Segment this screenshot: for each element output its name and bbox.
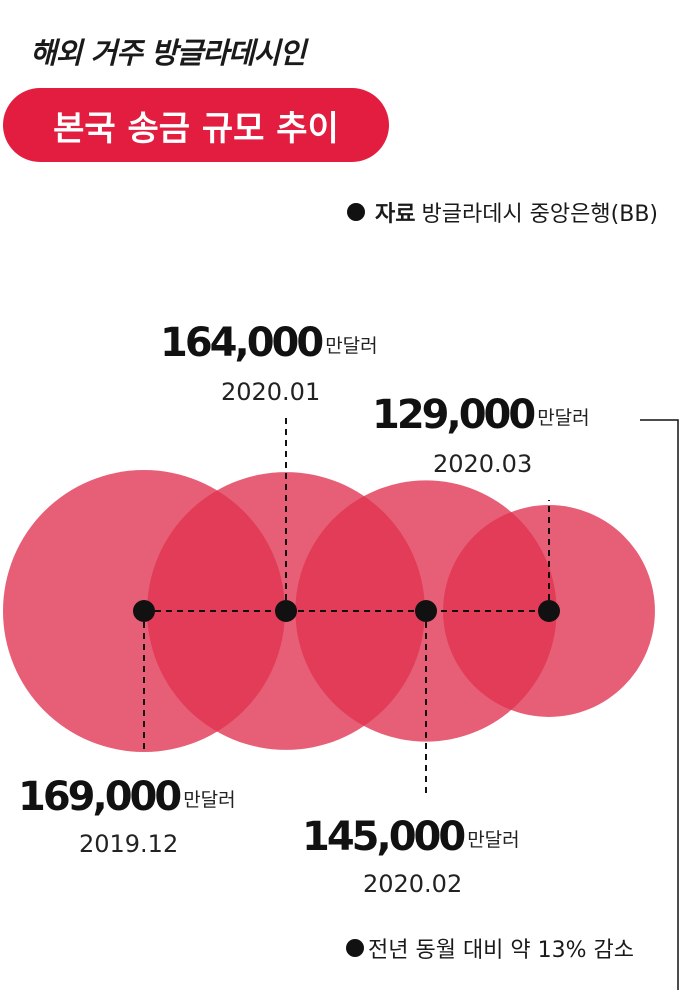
unit-label: 만달러 [183, 789, 235, 811]
data-point [538, 600, 560, 622]
unit-label: 만달러 [537, 407, 589, 429]
footnote: 전년 동월 대비 약 13% 감소 [346, 932, 634, 964]
guide-layer [133, 418, 679, 990]
date-label: 2020.03 [433, 450, 532, 478]
data-point [133, 600, 155, 622]
chart-subtitle: 해외 거주 방글라데시인 [30, 36, 306, 70]
value-label: 169,000 [18, 774, 180, 820]
data-point [415, 600, 437, 622]
bracket-line [640, 419, 679, 990]
value-label: 129,000 [372, 392, 534, 438]
data-point [275, 600, 297, 622]
unit-label: 만달러 [467, 829, 519, 851]
unit-label: 만달러 [325, 335, 377, 357]
source-line: 자료 방글라데시 중앙은행(BB) [347, 196, 658, 228]
source-text: 방글라데시 중앙은행(BB) [421, 202, 658, 227]
chart-title: 본국 송금 규모 추이 [53, 108, 339, 149]
date-label: 2019.12 [79, 830, 178, 858]
footnote-text: 전년 동월 대비 약 13% 감소 [368, 938, 635, 963]
bullet-icon [347, 203, 365, 221]
value-label: 145,000 [302, 814, 464, 860]
value-label: 164,000 [160, 320, 322, 366]
source-label: 자료 [375, 202, 416, 227]
date-label: 2020.01 [221, 378, 320, 406]
title-banner: 본국 송금 규모 추이 [3, 88, 389, 162]
bullet-icon [346, 939, 364, 957]
date-label: 2020.02 [363, 870, 462, 898]
